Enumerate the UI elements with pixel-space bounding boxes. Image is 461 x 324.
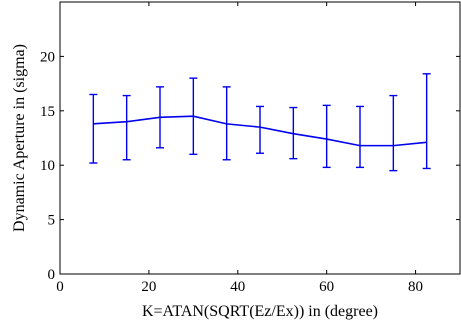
x-tick-label: 0 xyxy=(56,279,64,295)
y-axis-label: Dynamic Aperture in (sigma) xyxy=(11,44,28,232)
error-bar xyxy=(322,104,331,169)
error-bar xyxy=(389,94,398,172)
error-bar xyxy=(256,105,264,154)
x-tick-label: 40 xyxy=(230,279,245,295)
y-tick-label: 15 xyxy=(40,104,55,120)
y-tick-label: 5 xyxy=(48,213,56,229)
error-bar xyxy=(222,86,231,161)
error-bar xyxy=(289,106,298,160)
x-tick-label: 20 xyxy=(141,279,156,295)
error-bar xyxy=(156,86,164,149)
x-tick-label: 60 xyxy=(319,279,334,295)
error-bar xyxy=(89,93,98,164)
plot-area-frame xyxy=(59,1,461,275)
error-bar xyxy=(122,94,131,161)
error-bar xyxy=(356,105,364,169)
y-axis: 0 5 10 15 20 xyxy=(40,49,460,283)
y-tick-label: 0 xyxy=(48,267,56,283)
x-axis-label: K=ATAN(SQRT(Ez/Ex)) in (degree) xyxy=(142,303,378,320)
y-tick-label: 10 xyxy=(40,158,55,174)
series-layer xyxy=(89,73,431,172)
x-tick-label: 80 xyxy=(408,279,423,295)
y-tick-label: 20 xyxy=(40,49,55,65)
x-axis: 0 20 40 60 80 xyxy=(56,2,423,295)
error-bar xyxy=(189,77,198,156)
error-bar xyxy=(422,73,431,170)
